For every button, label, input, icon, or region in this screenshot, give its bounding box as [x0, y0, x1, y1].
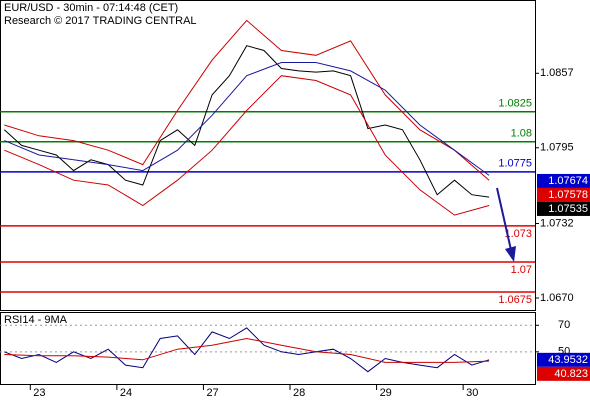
x-tick-label: 27: [206, 387, 218, 399]
value-box: 1.07674: [537, 173, 590, 188]
value-box-bg: [537, 366, 590, 381]
y-tick-label: 1.0670: [540, 292, 574, 304]
value-box-label: 1.07535: [548, 203, 588, 215]
value-box: 43.9532: [537, 352, 590, 367]
level-label: 1.08: [511, 128, 532, 140]
y-tick-label: 1.0795: [540, 142, 574, 154]
y-tick-label: 1.0857: [540, 67, 574, 79]
indicator-line: [4, 19, 490, 181]
rsi-panel: [0, 312, 536, 385]
level-label: 1.07: [511, 264, 532, 276]
x-tick-label: 29: [380, 387, 392, 399]
forecast-arrowhead: [505, 246, 516, 262]
indicator-line: [4, 75, 490, 216]
value-box: 40.823: [537, 366, 590, 381]
indicator-line: [4, 62, 490, 176]
value-box-bg: [537, 201, 590, 216]
rsi-title: RSI14 - 9MA: [4, 314, 68, 326]
value-box-bg: [537, 352, 590, 367]
rsi-ma-line: [4, 337, 490, 363]
rsi-y-tick-label: 70: [558, 319, 570, 331]
level-label: 1.0775: [498, 158, 532, 170]
chart-title: EUR/USD - 30min - 07:14:48 (CET): [4, 2, 178, 14]
value-box-bg: [537, 187, 590, 202]
value-box-bg: [537, 173, 590, 188]
plot-layer: 23 24 27 28 29 301.08571.07951.07321.06707050…: [0, 19, 590, 399]
price-panel: [0, 0, 536, 311]
y-tick-label: 1.0732: [540, 217, 574, 229]
value-box: 1.07535: [537, 201, 590, 216]
x-tick-label: 30: [466, 387, 478, 399]
chart-subtitle: Research © 2017 TRADING CENTRAL: [4, 15, 197, 27]
value-box-label: 1.07578: [548, 189, 588, 201]
level-label: 1.073: [504, 228, 532, 240]
level-label: 1.0825: [498, 98, 532, 110]
value-box-label: 1.07674: [548, 175, 588, 187]
x-tick-label: 28: [293, 387, 305, 399]
x-tick-label: 23: [33, 387, 45, 399]
value-box: 1.07578: [537, 187, 590, 202]
value-box-label: 43.9532: [548, 354, 588, 366]
value-box-label: 40.823: [554, 368, 588, 380]
forecast-arrow: [496, 187, 512, 251]
x-tick-label: 24: [120, 387, 132, 399]
price-line: [3, 45, 490, 198]
level-label: 1.0675: [498, 294, 532, 306]
